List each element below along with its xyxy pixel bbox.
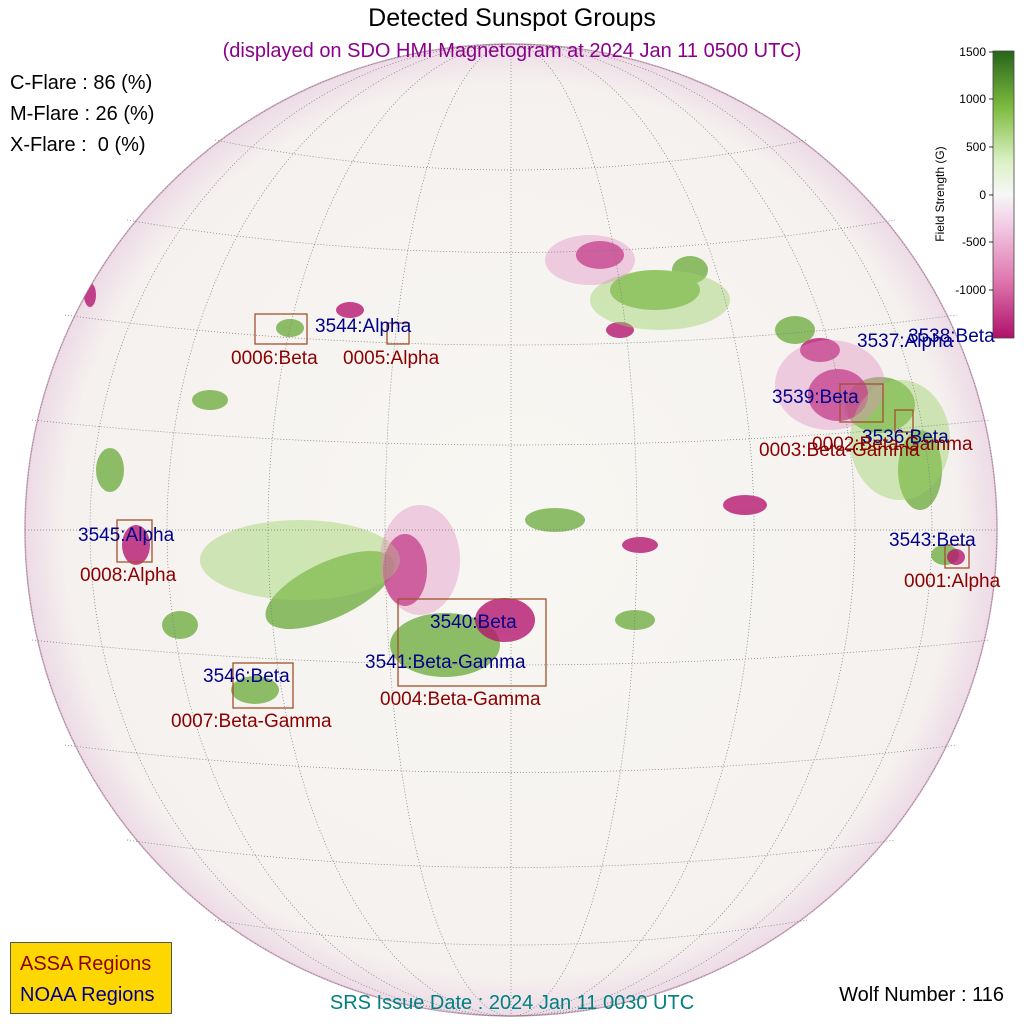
assa-label-0005: 0005:Alpha [343,348,440,369]
assa-label-0001: 0001:Alpha [904,571,1001,592]
wolf-number: Wolf Number : 116 [839,984,1004,1006]
noaa-label-3540: 3540:Beta [430,612,517,633]
page-subtitle: (displayed on SDO HMI Magnetogram at 202… [222,40,802,62]
assa-label-0003: 0003:Beta-Gamma [759,440,920,461]
colorbar-tick-1500: 1500 [959,45,986,59]
noaa-label-3544: 3544:Alpha [315,316,412,337]
colorbar-gradient [992,50,1015,339]
noaa-label-3538: 3538:Beta [908,326,995,347]
region-boxes [116,313,970,709]
legend-noaa-regions: NOAA Regions [20,984,155,1006]
field-strength-colorbar: 1500 1000 500 0 -500 -1000 Field Strengt… [933,45,1015,339]
noaa-label-3546: 3546:Beta [203,666,290,687]
noaa-label-3536: 3536:Beta [862,427,949,448]
assa-label-0002: 0002:Beta-Gamma [812,434,973,455]
colorbar-tick-0: 0 [979,188,986,202]
region-legend [10,942,172,1014]
noaa-label-3539: 3539:Beta [772,387,859,408]
magnetic-field-patches [84,235,965,704]
noaa-label-3545: 3545:Alpha [78,525,175,546]
colorbar-tick-1000: 1000 [959,92,986,106]
noaa-label-3541: 3541:Beta-Gamma [365,652,526,673]
noaa-label-3537: 3537:Alpha [857,331,954,352]
region-box-0006 [254,313,308,345]
colorbar-tick-neg1000: -1000 [955,283,986,297]
region-box-0005 [386,322,410,345]
heliographic-grid [24,43,998,1017]
colorbar-tick-500: 500 [966,140,986,154]
srs-issue-date: SRS Issue Date : 2024 Jan 11 0030 UTC [329,992,695,1014]
region-box-0002 [839,383,884,423]
region-box-0007 [232,662,294,709]
page-title: Detected Sunspot Groups [368,4,656,32]
colorbar-tick-neg500: -500 [962,235,986,249]
c-flare-probability: C-Flare : 86 (%) [10,72,153,94]
assa-label-0007: 0007:Beta-Gamma [171,711,332,732]
assa-label-0006: 0006:Beta [231,348,318,369]
noaa-label-3543: 3543:Beta [889,530,976,551]
colorbar-label: Field Strength (G) [933,146,947,241]
region-box-0001 [944,544,970,569]
assa-region-labels: 0006:Beta 0005:Alpha 0002:Beta-Gamma 000… [80,348,1001,732]
m-flare-probability: M-Flare : 26 (%) [10,103,155,125]
noaa-region-labels: 3544:Alpha 3537:Alpha 3538:Beta 3539:Bet… [78,316,995,687]
region-box-0003 [894,409,914,433]
legend-assa-regions: ASSA Regions [20,953,152,975]
x-flare-probability: X-Flare : 0 (%) [10,134,146,156]
region-box-0008 [116,519,153,563]
assa-label-0004: 0004:Beta-Gamma [380,689,541,710]
region-box-0004 [397,598,547,687]
assa-label-0008: 0008:Alpha [80,565,177,586]
